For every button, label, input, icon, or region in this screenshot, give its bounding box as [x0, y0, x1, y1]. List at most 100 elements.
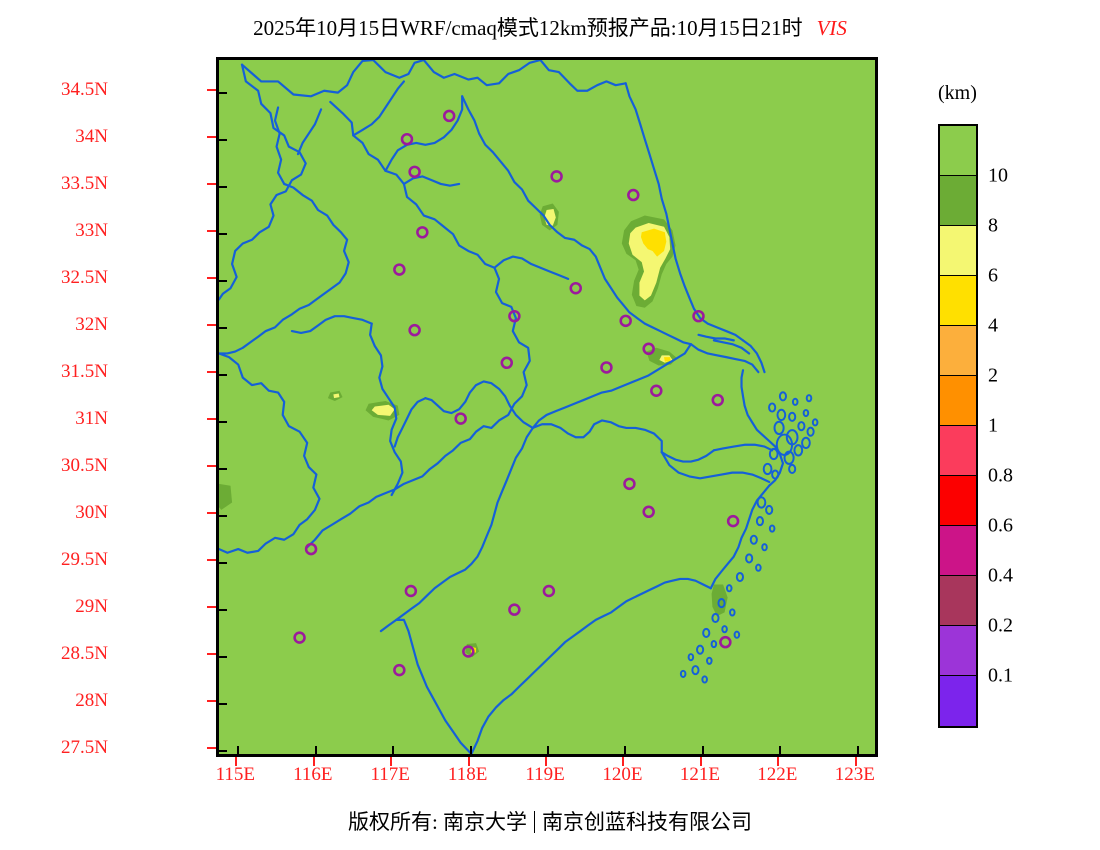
lat-tick-label: 28N [75, 689, 108, 711]
station-marker[interactable] [454, 412, 467, 425]
colorbar-band [940, 676, 976, 726]
station-marker[interactable] [627, 188, 640, 202]
colorbar-band [940, 126, 976, 176]
colorbar-band [940, 326, 976, 376]
boundary-yangtze-south [689, 343, 760, 374]
station-marker[interactable] [393, 263, 406, 276]
lat-tick-label: 34.5N [61, 78, 108, 100]
inner-lat-tick [219, 467, 227, 470]
lat-tick-label: 30N [75, 501, 108, 523]
lat-tick-mark [207, 605, 216, 608]
boundary-jiangsu-coast [624, 82, 745, 342]
island-outline [805, 394, 813, 403]
colorbar[interactable] [938, 124, 978, 728]
station-marker[interactable] [508, 603, 521, 616]
island-outline [761, 543, 768, 552]
station-marker[interactable] [416, 226, 429, 239]
colorbar-tick-label: 2 [988, 364, 998, 387]
station-marker[interactable] [569, 281, 582, 295]
station-marker[interactable] [726, 514, 740, 528]
river-branch-9 [393, 397, 427, 448]
station-marker[interactable] [500, 356, 514, 370]
station-marker[interactable] [542, 584, 556, 598]
island-outline [721, 625, 728, 634]
station-marker[interactable] [408, 323, 421, 337]
river-branch-1 [493, 255, 570, 280]
island-outline [773, 420, 785, 436]
station-marker[interactable] [404, 584, 418, 598]
inner-lon-tick [392, 746, 395, 754]
map-canvas[interactable] [219, 60, 875, 754]
colorbar-band [940, 626, 976, 676]
colorbar-band [940, 426, 976, 476]
station-marker[interactable] [408, 165, 421, 179]
island-outline [745, 553, 754, 564]
island-outline [710, 639, 718, 649]
island-outline [776, 408, 787, 422]
station-marker[interactable] [508, 309, 521, 323]
station-marker[interactable] [650, 384, 663, 397]
station-marker[interactable] [550, 170, 563, 183]
station-marker[interactable] [619, 314, 632, 328]
island-outline [755, 563, 762, 572]
colorbar-band [940, 176, 976, 226]
island-outline [756, 496, 767, 509]
station-marker[interactable] [642, 505, 655, 519]
inner-lon-tick [237, 746, 240, 754]
lat-tick-label: 33N [75, 219, 108, 241]
island-outline [717, 598, 726, 609]
boundary-chongming-south [712, 339, 751, 355]
island-outline [733, 630, 741, 639]
footer-left-text: 版权所有: 南京大学 [347, 810, 528, 834]
station-marker[interactable] [400, 132, 414, 146]
station-marker[interactable] [393, 663, 406, 677]
lat-tick-mark [207, 558, 216, 561]
station-marker[interactable] [442, 109, 456, 123]
island-outline [785, 429, 799, 446]
hangzhou-bay-south [660, 451, 771, 484]
station-marker[interactable] [600, 361, 613, 374]
station-marker[interactable] [293, 631, 306, 644]
lon-tick-mark [777, 757, 780, 766]
lon-tick-mark [622, 757, 625, 766]
station-marker[interactable] [642, 342, 655, 356]
copyright-footer: 版权所有: 南京大学 南京创蓝科技有限公司 [0, 806, 1100, 836]
island-outline [687, 653, 695, 662]
river-branch-5 [531, 419, 663, 454]
island-outline [768, 447, 779, 461]
lat-tick-mark [207, 652, 216, 655]
boundary-jiangxi-east [395, 618, 473, 754]
station-marker[interactable] [462, 645, 475, 658]
station-marker[interactable] [623, 477, 636, 491]
lon-tick-mark [235, 757, 238, 766]
station-marker[interactable] [711, 393, 724, 407]
lat-tick-mark [207, 511, 216, 514]
lat-tick-label: 34N [75, 125, 108, 147]
island-outline [702, 627, 711, 639]
inner-lat-tick [219, 514, 227, 517]
station-marker[interactable] [304, 542, 318, 556]
lat-tick-label: 31.5N [61, 360, 108, 382]
lon-tick-mark [312, 757, 315, 766]
inner-lat-tick [219, 373, 227, 376]
lon-tick-label: 119E [525, 764, 565, 785]
island-outline [725, 584, 733, 593]
forecast-map[interactable] [216, 57, 878, 757]
boundary-southwest [219, 352, 321, 554]
hangzhou-bay-north [712, 443, 774, 452]
contour-4km-plume [640, 228, 667, 257]
island-outline [765, 504, 774, 515]
longitude-axis: 115E 116E 117E 118E 119E 120E 121E 122E 123E [0, 764, 1100, 804]
station-marker[interactable] [692, 309, 705, 323]
boundary-zhejiang-south [470, 577, 712, 754]
colorbar-band [940, 476, 976, 526]
lat-tick-mark [207, 370, 216, 373]
lat-tick-label: 32N [75, 313, 108, 335]
colorbar-band [940, 276, 976, 326]
station-marker[interactable] [719, 635, 732, 649]
colorbar-band [940, 376, 976, 426]
title-main-text: 2025年10月15日WRF/cmaq模式12km预报产品:10月15日21时 [253, 16, 803, 40]
lat-tick-mark [207, 699, 216, 702]
inner-lat-tick [219, 655, 227, 658]
island-outline [762, 462, 773, 476]
